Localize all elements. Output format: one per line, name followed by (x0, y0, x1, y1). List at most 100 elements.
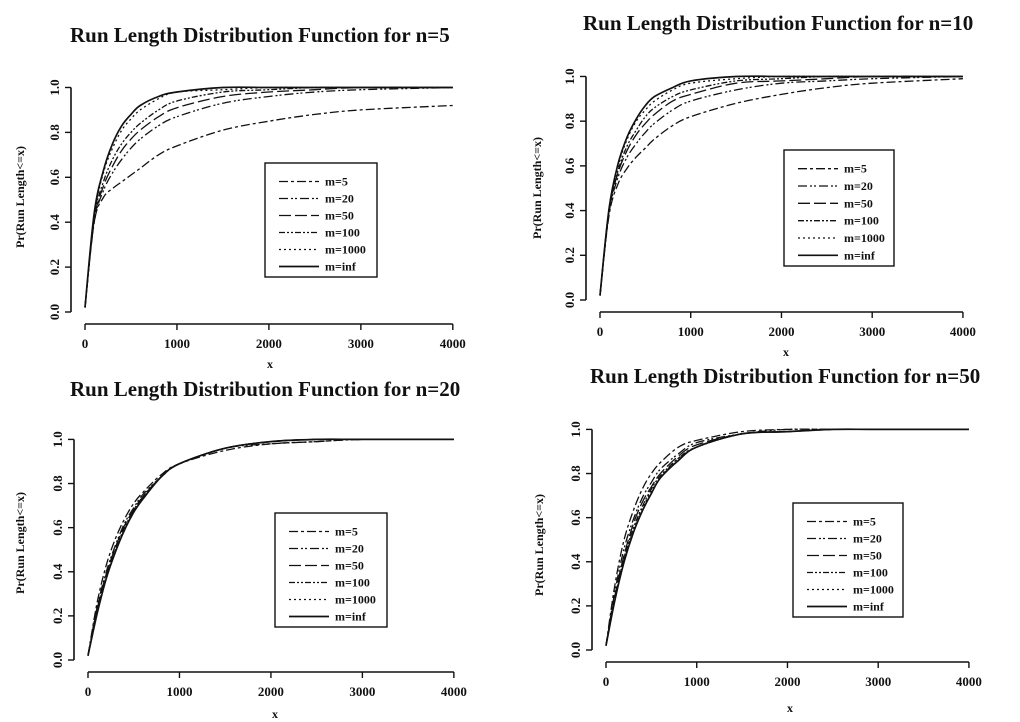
y-tick-label: 0.2 (562, 247, 577, 263)
legend-label: m=inf (325, 260, 357, 274)
legend-label: m=50 (325, 209, 354, 223)
series-line-m-inf (87, 438, 454, 656)
panel-n10: Run Length Distribution Function for n=1… (530, 11, 976, 359)
legend-label: m=50 (844, 196, 873, 210)
series-line-m-20 (605, 428, 969, 646)
y-tick-label: 1.0 (47, 79, 62, 95)
x-tick-label: 1000 (678, 324, 704, 339)
chart-title: Run Length Distribution Function for n=5… (590, 364, 980, 388)
legend-label: m=100 (844, 214, 879, 228)
chart-title: Run Length Distribution Function for n=5 (70, 23, 450, 47)
panel-n50: Run Length Distribution Function for n=5… (532, 364, 982, 715)
x-tick-label: 2000 (768, 324, 794, 339)
x-axis-label: x (783, 345, 789, 359)
y-tick-label: 0.0 (50, 652, 65, 668)
legend-label: m=5 (844, 162, 867, 176)
y-axis-label: Pr(Run Length<=x) (532, 494, 546, 596)
x-tick-label: 0 (597, 324, 604, 339)
legend-label: m=1000 (335, 593, 376, 607)
x-tick-label: 4000 (440, 336, 466, 351)
series-line-m-1000 (87, 438, 454, 656)
legend-label: m=1000 (853, 583, 894, 597)
y-tick-label: 0.0 (562, 292, 577, 308)
x-tick-label: 2000 (774, 674, 800, 689)
y-axis-label: Pr(Run Length<=x) (13, 492, 27, 594)
legend-label: m=100 (335, 576, 370, 590)
legend-box (783, 149, 895, 267)
x-axis-label: x (787, 701, 793, 715)
x-tick-label: 3000 (865, 674, 891, 689)
legend-label: m=20 (335, 542, 364, 556)
legend: m=5 m=20 m=50 m=100 m=1000 m=inf (274, 512, 388, 628)
legend-box (792, 502, 904, 618)
x-tick-label: 4000 (956, 674, 982, 689)
y-tick-label: 0.0 (568, 642, 583, 658)
series-line-m-inf (599, 75, 963, 296)
series-line-m-100 (84, 86, 453, 308)
chart-title: Run Length Distribution Function for n=2… (70, 377, 460, 401)
y-axis-label: Pr(Run Length<=x) (13, 146, 27, 248)
y-tick-label: 0.4 (50, 563, 65, 580)
legend-label: m=1000 (325, 243, 366, 257)
series-line-m-5 (599, 78, 963, 296)
x-tick-label: 2000 (258, 684, 284, 699)
y-tick-label: 0.2 (50, 608, 65, 624)
legend-label: m=50 (853, 549, 882, 563)
y-axis-label: Pr(Run Length<=x) (530, 137, 544, 239)
x-tick-label: 1000 (684, 674, 710, 689)
series-line-m-20 (84, 86, 453, 308)
legend-label: m=100 (325, 226, 360, 240)
legend-label: m=20 (853, 532, 882, 546)
legend-label: m=5 (335, 525, 358, 539)
y-tick-label: 0.4 (562, 202, 577, 219)
series-line-m-50 (87, 438, 454, 656)
x-tick-label: 0 (85, 684, 92, 699)
series-line-m-20 (599, 75, 963, 296)
y-tick-label: 0.6 (562, 157, 577, 174)
series-line-m-inf (84, 86, 453, 308)
x-tick-label: 3000 (859, 324, 885, 339)
series-line-m-100 (87, 438, 454, 656)
legend-label: m=50 (335, 559, 364, 573)
y-tick-label: 0.6 (568, 509, 583, 526)
x-tick-label: 4000 (950, 324, 976, 339)
y-tick-label: 0.4 (47, 214, 62, 231)
series-line-m-50 (605, 428, 969, 646)
y-tick-label: 0.6 (47, 169, 62, 186)
legend-label: m=inf (853, 600, 885, 614)
legend-label: m=5 (325, 175, 348, 189)
x-tick-label: 0 (82, 336, 89, 351)
y-tick-label: 1.0 (562, 68, 577, 84)
y-tick-label: 0.8 (47, 124, 62, 141)
legend-box (264, 162, 378, 278)
y-tick-label: 0.8 (50, 475, 65, 492)
x-axis-label: x (267, 357, 273, 371)
y-tick-label: 0.6 (50, 519, 65, 536)
legend: m=5 m=20 m=50 m=100 m=1000 m=inf (264, 162, 378, 278)
y-tick-label: 0.0 (47, 304, 62, 320)
x-tick-label: 3000 (349, 684, 375, 699)
legend-label: m=inf (335, 610, 367, 624)
legend-label: m=5 (853, 515, 876, 529)
series-line-m-20 (87, 438, 454, 656)
legend: m=5 m=20 m=50 m=100 m=1000 m=inf (783, 149, 895, 267)
x-tick-label: 0 (603, 674, 610, 689)
series-line-m-1000 (599, 75, 963, 296)
y-tick-label: 0.8 (568, 465, 583, 482)
legend-box (274, 512, 388, 628)
x-tick-label: 4000 (441, 684, 467, 699)
legend-label: m=20 (325, 192, 354, 206)
series-line-m-5 (87, 438, 454, 656)
series-line-m-50 (84, 86, 453, 308)
x-tick-label: 3000 (348, 336, 374, 351)
y-tick-label: 0.2 (47, 259, 62, 275)
panel-n20: Run Length Distribution Function for n=2… (13, 377, 467, 721)
legend-label: m=100 (853, 566, 888, 580)
y-tick-label: 0.4 (568, 553, 583, 570)
legend-label: m=20 (844, 179, 873, 193)
x-tick-label: 1000 (166, 684, 192, 699)
series-line-m-5 (84, 104, 453, 308)
x-tick-label: 2000 (256, 336, 282, 351)
legend-label: m=1000 (844, 231, 885, 245)
